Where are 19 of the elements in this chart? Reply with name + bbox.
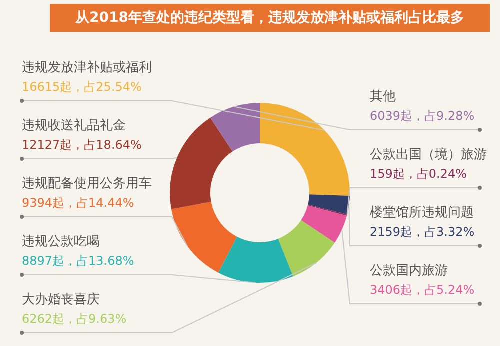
data-label: 3406起，占5.24% xyxy=(370,283,475,298)
slice-label: 公款国内旅游 xyxy=(370,263,448,278)
slice-label: 大办婚丧喜庆 xyxy=(22,292,100,308)
data-label: 16615起，占25.54% xyxy=(22,80,142,94)
data-label: 8897起，占13.68% xyxy=(22,254,134,268)
slice-label: 楼堂馆所违规问题 xyxy=(370,205,474,220)
data-label: 9394起，占14.44% xyxy=(22,196,134,210)
data-label: 159起，占0.24% xyxy=(370,167,468,182)
data-label: 6262起，占9.63% xyxy=(22,312,127,326)
slice-label: 违规公款吃喝 xyxy=(22,234,100,250)
slice-label: 其他 xyxy=(370,89,396,104)
slice-label: 违规收送礼品礼金 xyxy=(22,118,126,134)
data-label: 2159起，占3.32% xyxy=(370,225,475,240)
slice-label: 违规发放津补贴或福利 xyxy=(22,60,152,76)
slice-label: 违规配备使用公务用车 xyxy=(22,176,152,192)
slice-label: 公款出国（境）旅游 xyxy=(370,146,487,162)
chart-title: 从2018年查处的违纪类型看，违规发放津补贴或福利占比最多 xyxy=(50,4,490,32)
data-label: 12127起，占18.64% xyxy=(22,138,142,152)
data-label: 6039起，占9.28% xyxy=(370,109,475,124)
